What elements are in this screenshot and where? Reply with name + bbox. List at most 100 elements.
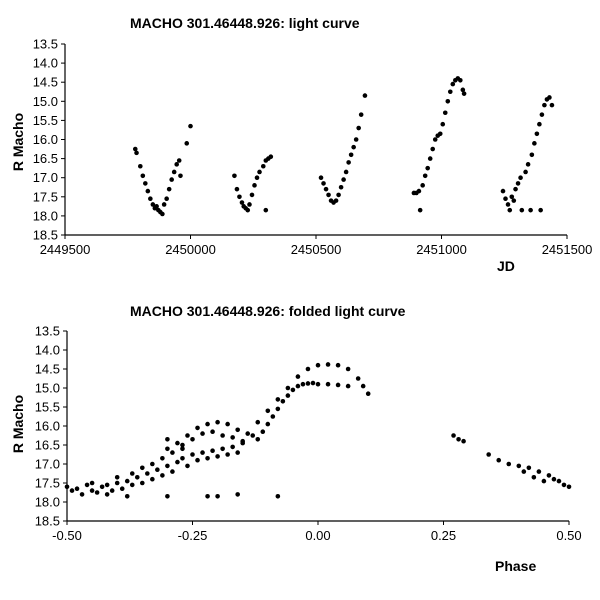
chart0-point: [245, 207, 251, 213]
chart0-point: [507, 207, 513, 213]
chart1-point: [94, 490, 100, 495]
chart1-point: [315, 381, 321, 387]
chart1-x-tick-label: -0.25: [178, 528, 208, 543]
chart0-point: [176, 158, 182, 163]
chart0-point: [532, 141, 537, 146]
chart0-point: [234, 186, 240, 192]
chart1-point: [200, 431, 205, 436]
chart0-x-tick-label: 2450500: [291, 242, 342, 257]
chart1-point: [551, 476, 557, 482]
chart1-point: [165, 494, 170, 499]
chart0-point: [232, 173, 237, 179]
chart0-point: [505, 202, 511, 207]
chart0-point: [422, 173, 428, 179]
chart0-point: [249, 192, 255, 198]
chart0-point: [538, 207, 543, 213]
chart1-point: [165, 446, 170, 452]
chart1-point: [556, 478, 562, 484]
chart0-point: [461, 91, 467, 96]
chart1-point: [114, 475, 120, 480]
chart1-point: [355, 376, 361, 381]
chart1-point: [220, 433, 225, 438]
chart0-point: [138, 163, 143, 169]
chart1-point: [345, 383, 351, 389]
chart0-point: [519, 207, 525, 213]
chart1-point: [129, 471, 135, 476]
chart0-y-tick-label: 17.0: [33, 170, 58, 185]
chart1-y-tick-label: 14.0: [35, 343, 60, 358]
chart1-point: [220, 446, 225, 452]
chart0-point: [518, 175, 523, 180]
chart0-point: [343, 169, 349, 175]
chart0-point: [140, 173, 146, 179]
chart1-point: [160, 456, 165, 461]
chart0-point: [549, 102, 555, 108]
chart1-point: [365, 391, 371, 397]
chart1-point: [170, 469, 175, 474]
chart1-point: [84, 482, 90, 488]
chart1-y-tick-label: 17.0: [35, 457, 60, 472]
chart1-point: [195, 457, 200, 463]
chart1-point: [325, 362, 331, 367]
chart1-point: [305, 366, 311, 372]
chart1-point: [265, 408, 271, 414]
chart1-x-tick-label: 0.00: [305, 528, 330, 543]
chart1-point: [285, 393, 291, 398]
chart0-point: [427, 156, 433, 161]
chart1-point: [240, 438, 245, 444]
chart0-point: [178, 173, 183, 179]
chart1-point: [335, 382, 341, 388]
chart1-point: [74, 486, 80, 492]
chart1-point: [190, 437, 195, 442]
chart0-point: [260, 163, 266, 169]
chart0-point: [511, 198, 517, 203]
chart1-point: [541, 478, 547, 484]
chart0-point: [184, 141, 190, 146]
chart0-point: [145, 188, 151, 194]
chart0-point: [348, 152, 354, 158]
chart0-y-tick-label: 15.5: [33, 113, 58, 128]
chart1-point: [165, 463, 170, 469]
chart0-y-tick-label: 18.5: [33, 228, 58, 243]
chart1-point: [150, 476, 155, 482]
chart0-point: [420, 183, 425, 188]
chart1-point: [516, 463, 522, 469]
chart1-point: [360, 383, 366, 389]
chart1-point: [546, 473, 552, 478]
chart0-point: [547, 95, 552, 100]
chart1-point: [155, 467, 160, 473]
chart1-point: [165, 437, 170, 442]
chart0-point: [237, 194, 242, 200]
chart1-point: [310, 380, 316, 386]
chart0-point: [333, 198, 339, 203]
chart1-y-tick-label: 17.5: [35, 476, 60, 491]
chart1-point: [215, 454, 220, 459]
chart0-point: [134, 150, 139, 156]
chart0-point: [356, 125, 361, 131]
chart2-title: MACHO 301.46448.926: folded light curve: [130, 303, 406, 319]
chart0-point: [503, 196, 508, 202]
chart1-point: [185, 433, 190, 438]
chart0-x-tick-label: 2449500: [40, 242, 91, 257]
chart1-xlabel: JD: [497, 258, 515, 274]
chart0-point: [254, 175, 260, 180]
chart1-y-tick-label: 16.0: [35, 419, 60, 434]
chart0-point: [447, 89, 453, 95]
chart1-point: [210, 448, 215, 454]
chart1-point: [180, 442, 185, 448]
chart1-point: [170, 450, 175, 455]
chart1-point: [99, 484, 105, 490]
chart1-point: [260, 429, 266, 435]
chart0-point: [534, 131, 540, 137]
chart1-point: [190, 452, 195, 457]
chart1-point: [200, 450, 205, 455]
chart0-y-tick-label: 15.0: [33, 94, 58, 109]
chart0-point: [513, 186, 518, 192]
chart1-point: [275, 406, 281, 412]
chart1-y-tick-label: 18.0: [35, 495, 60, 510]
chart1-point: [315, 362, 321, 368]
chart0-point: [528, 207, 533, 213]
chart0-point: [318, 175, 324, 180]
chart1-point: [345, 366, 351, 372]
